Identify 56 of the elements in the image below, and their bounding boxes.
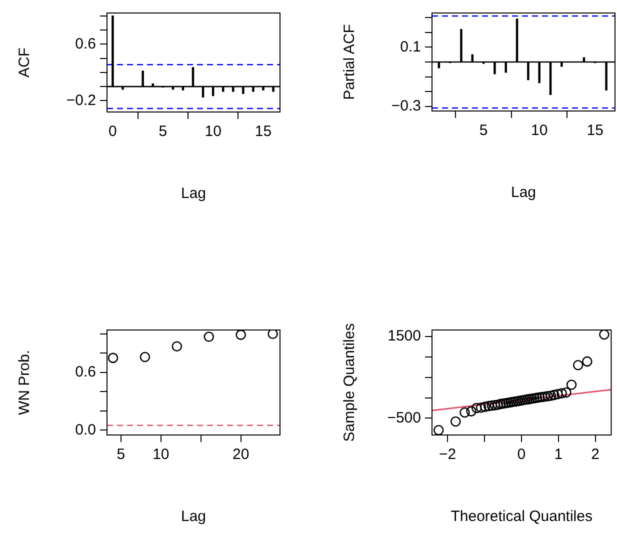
y-tick-label: −0.2 xyxy=(66,92,96,109)
point xyxy=(460,407,470,418)
y-tick-label: 0.0 xyxy=(75,421,96,438)
x-tick-label: 1 xyxy=(554,446,563,464)
point xyxy=(566,380,577,390)
point xyxy=(172,341,182,352)
y-axis-title: Partial ACF xyxy=(341,24,358,100)
point xyxy=(561,387,572,398)
y-tick-label: −0.3 xyxy=(391,98,421,115)
x-tick-label: 2 xyxy=(591,446,600,464)
x-tick-label: 5 xyxy=(116,446,126,464)
x-tick-label: 15 xyxy=(254,123,272,140)
x-tick-label: 5 xyxy=(158,123,168,140)
point xyxy=(140,352,150,362)
point xyxy=(556,388,567,398)
x-tick-label: 0 xyxy=(108,123,117,140)
point xyxy=(490,400,500,410)
point xyxy=(552,388,563,400)
x-tick-label: 10 xyxy=(531,122,548,140)
point xyxy=(236,330,246,340)
y-tick-label: 0.1 xyxy=(400,38,421,56)
x-axis-title: Lag xyxy=(180,508,206,526)
point xyxy=(204,332,214,342)
x-tick-label: 0 xyxy=(517,446,526,464)
point xyxy=(599,330,610,340)
point xyxy=(480,402,490,412)
y-tick-label: −500 xyxy=(387,409,421,426)
x-tick-label: 10 xyxy=(204,123,222,140)
x-tick-label: 5 xyxy=(479,122,488,140)
point xyxy=(542,391,553,402)
y-tick-label: 1500 xyxy=(388,328,421,345)
x-axis-title: Lag xyxy=(180,185,206,202)
x-tick-label: −2 xyxy=(438,446,456,464)
y-axis-title: WN Prob. xyxy=(16,350,34,416)
point xyxy=(268,330,278,340)
x-axis-title: Theoretical Quantiles xyxy=(450,508,592,526)
point xyxy=(572,360,584,370)
x-tick-label: 10 xyxy=(152,446,170,464)
y-tick-label: 0.6 xyxy=(75,364,96,381)
point xyxy=(486,400,498,411)
y-tick-label: 0.6 xyxy=(75,35,96,52)
x-tick-label: 20 xyxy=(232,446,250,464)
point xyxy=(433,424,444,435)
x-tick-label: 15 xyxy=(586,122,604,140)
point xyxy=(108,352,118,364)
point xyxy=(483,400,494,412)
point xyxy=(476,402,486,413)
point xyxy=(466,406,476,416)
point xyxy=(471,402,482,414)
y-axis-title: Sample Quantiles xyxy=(341,323,358,442)
point xyxy=(549,390,560,400)
point xyxy=(582,356,592,367)
point xyxy=(546,390,556,401)
x-axis-title: Lag xyxy=(510,184,536,202)
y-axis-title: ACF xyxy=(16,48,34,78)
point xyxy=(450,416,461,427)
